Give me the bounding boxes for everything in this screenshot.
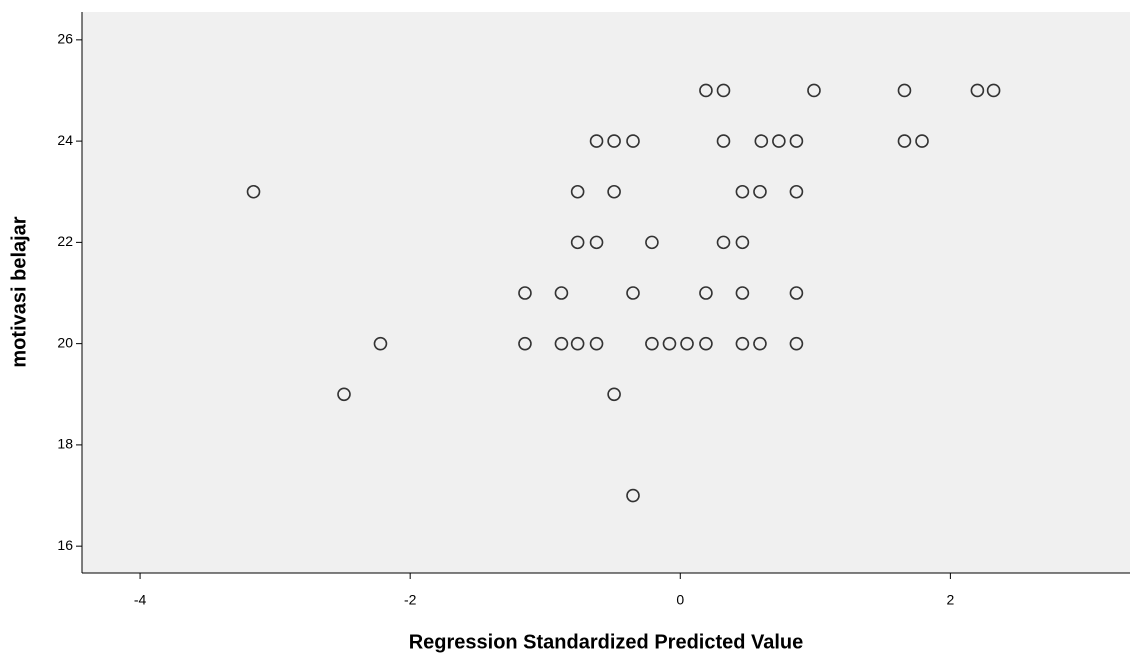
- point: [570, 235, 585, 250]
- point: [337, 387, 351, 402]
- point: [626, 286, 640, 300]
- y-tick-label: 20: [57, 334, 73, 350]
- y-tick-label: 22: [57, 233, 73, 249]
- y-tick-label: 26: [57, 31, 73, 47]
- point: [789, 134, 804, 148]
- y-tick-label: 24: [57, 132, 73, 148]
- point: [735, 235, 750, 250]
- point: [645, 235, 659, 250]
- point: [699, 286, 713, 300]
- y-axis-title: motivasi belajar: [8, 216, 30, 367]
- point: [373, 336, 388, 351]
- point: [789, 184, 804, 199]
- point: [986, 83, 1001, 98]
- x-axis-title: Regression Standardized Predicted Value: [409, 631, 804, 653]
- point: [807, 83, 821, 98]
- point: [716, 83, 731, 98]
- point: [789, 286, 804, 300]
- point: [897, 134, 912, 148]
- x-tick-label: -2: [404, 592, 417, 608]
- point: [970, 83, 985, 98]
- plot-area: [82, 12, 1130, 573]
- y-tick-label: 18: [57, 436, 73, 452]
- point: [607, 184, 621, 199]
- x-tick-label: -4: [134, 592, 147, 608]
- point: [645, 336, 659, 351]
- point: [735, 184, 750, 199]
- point: [772, 134, 786, 148]
- point: [680, 336, 694, 351]
- point: [589, 336, 604, 351]
- point: [570, 184, 585, 199]
- point: [754, 134, 769, 148]
- point: [607, 387, 621, 402]
- point: [716, 235, 731, 250]
- point: [662, 336, 677, 351]
- point: [518, 286, 532, 300]
- point: [699, 83, 713, 98]
- point: [518, 336, 532, 351]
- point: [626, 488, 640, 503]
- point: [915, 134, 929, 148]
- point: [699, 336, 713, 351]
- point: [626, 134, 640, 148]
- point: [753, 336, 767, 351]
- point: [735, 286, 750, 300]
- point: [607, 134, 621, 148]
- point: [589, 235, 604, 250]
- point: [570, 336, 585, 351]
- point: [753, 184, 767, 199]
- point: [554, 286, 569, 300]
- y-tick-label: 16: [57, 537, 73, 553]
- point: [554, 336, 569, 351]
- point: [246, 184, 261, 199]
- point: [716, 134, 731, 148]
- point: [589, 134, 604, 148]
- point: [897, 83, 912, 98]
- point: [735, 336, 750, 351]
- x-tick-label: 2: [946, 592, 954, 608]
- point: [789, 336, 804, 351]
- x-tick-label: 0: [676, 592, 684, 608]
